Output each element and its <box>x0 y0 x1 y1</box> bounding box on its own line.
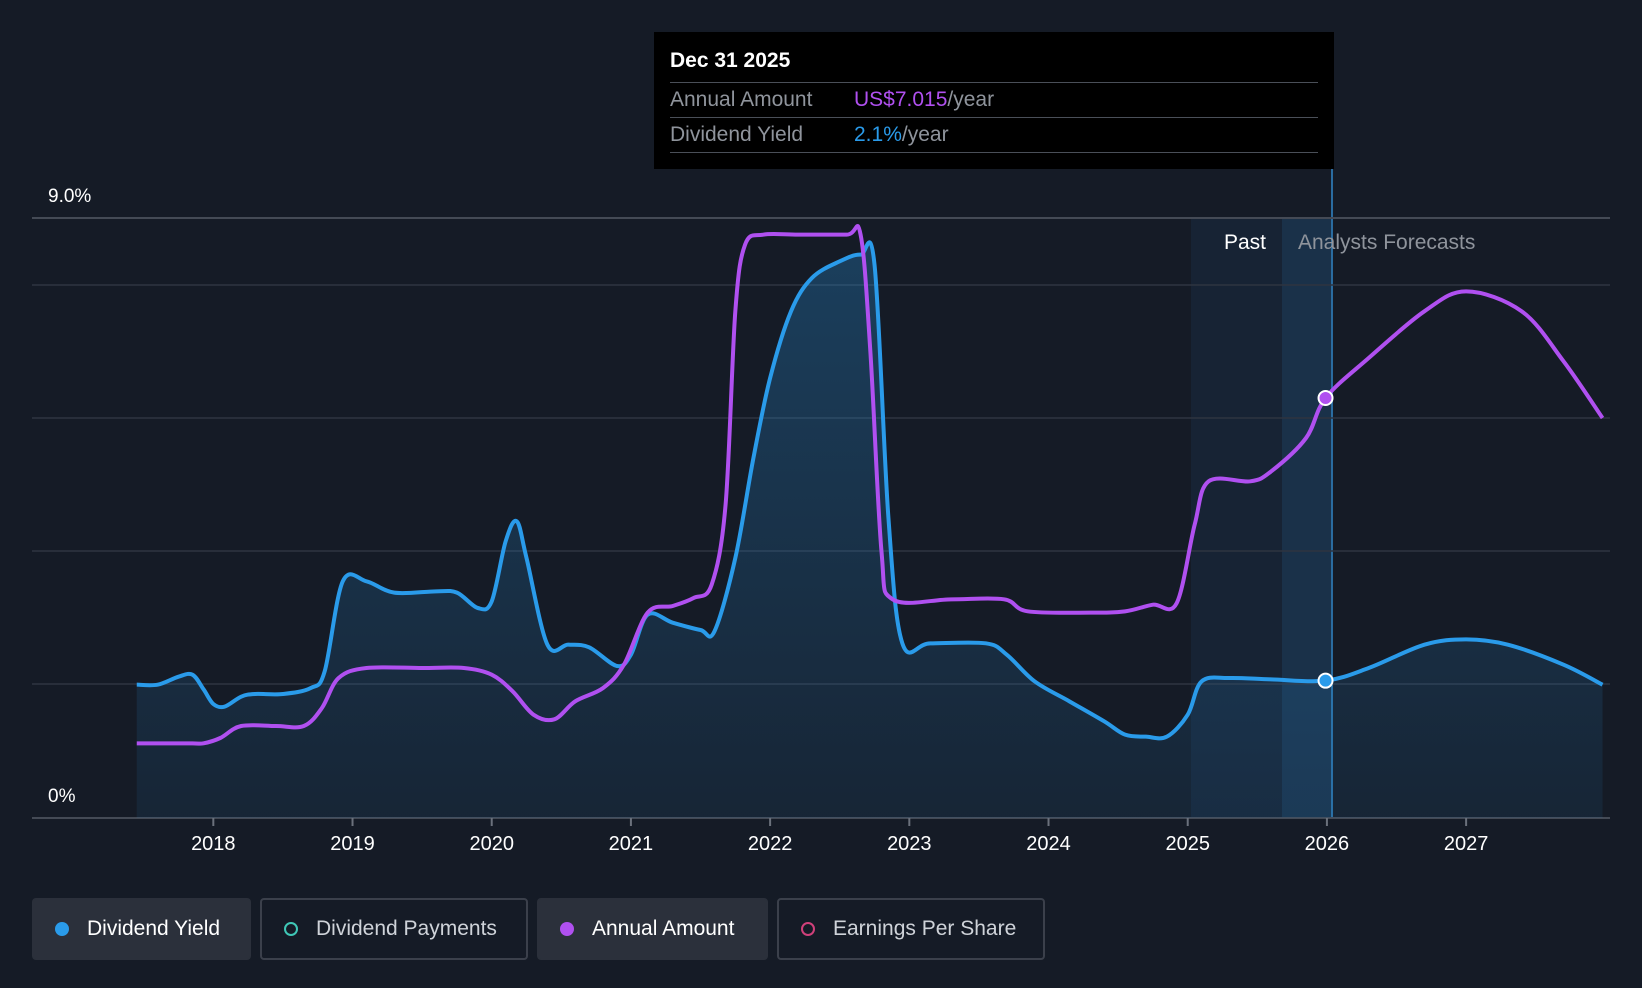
tooltip-annual-amount-unit: /year <box>947 88 995 111</box>
x-tick-label: 2026 <box>1305 833 1350 855</box>
x-tick-label: 2021 <box>609 833 654 855</box>
dividend-payments-ring-icon <box>284 922 298 936</box>
y-tick-label: 9.0% <box>48 186 91 207</box>
tooltip: Dec 31 2025 Annual Amount US$7.015 /year… <box>654 32 1334 169</box>
y-axis-labels: 9.0% 0% <box>48 186 91 807</box>
forecast-label: Analysts Forecasts <box>1298 231 1475 254</box>
annual-amount-dot-icon <box>560 922 574 936</box>
tooltip-annual-amount-label: Annual Amount <box>670 88 813 111</box>
tooltip-dividend-yield-label: Dividend Yield <box>670 123 804 146</box>
annual-amount-marker <box>1317 390 1334 406</box>
tooltip-dividend-yield-value: 2.1% <box>854 123 902 146</box>
legend-label: Annual Amount <box>592 917 735 940</box>
dividend-yield-dot-icon <box>55 922 69 936</box>
x-axis-labels: 2018 2019 2020 2021 2022 2023 2024 2025 2026 2027 <box>191 818 1488 855</box>
x-tick-label: 2024 <box>1026 833 1071 855</box>
tooltip-date: Dec 31 2025 <box>670 46 1318 83</box>
dividend-yield-marker <box>1317 672 1334 689</box>
earnings-per-share-ring-icon <box>801 922 815 936</box>
dividend-yield-area <box>136 242 1603 818</box>
annual-amount-line <box>136 224 1605 746</box>
y-tick-label: 0% <box>48 786 76 807</box>
tooltip-annual-amount-value: US$7.015 <box>854 88 948 111</box>
x-tick-label: 2018 <box>191 833 236 855</box>
x-tick-label: 2020 <box>469 833 514 855</box>
legend-dividend-yield[interactable]: Dividend Yield <box>32 898 251 960</box>
x-tick-label: 2019 <box>330 833 375 855</box>
legend-label: Earnings Per Share <box>833 917 1017 940</box>
legend-dividend-payments[interactable]: Dividend Payments <box>260 898 528 960</box>
legend-label: Dividend Yield <box>87 917 221 940</box>
legend-earnings-per-share[interactable]: Earnings Per Share <box>777 898 1045 960</box>
x-tick-label: 2023 <box>887 833 932 855</box>
dividend-yield-line <box>136 240 1604 741</box>
x-tick-label: 2025 <box>1165 833 1210 855</box>
x-tick-label: 2027 <box>1444 833 1489 855</box>
past-label: Past <box>1224 231 1266 254</box>
tooltip-dividend-yield-row: Dividend Yield 2.1% /year <box>670 118 1318 153</box>
x-tick-label: 2022 <box>748 833 793 855</box>
legend-annual-amount[interactable]: Annual Amount <box>537 898 768 960</box>
tooltip-annual-amount-row: Annual Amount US$7.015 /year <box>670 83 1318 118</box>
legend-label: Dividend Payments <box>316 917 497 940</box>
tooltip-dividend-yield-unit: /year <box>901 123 949 146</box>
legend: Dividend Yield Dividend Payments Annual … <box>32 898 1045 960</box>
